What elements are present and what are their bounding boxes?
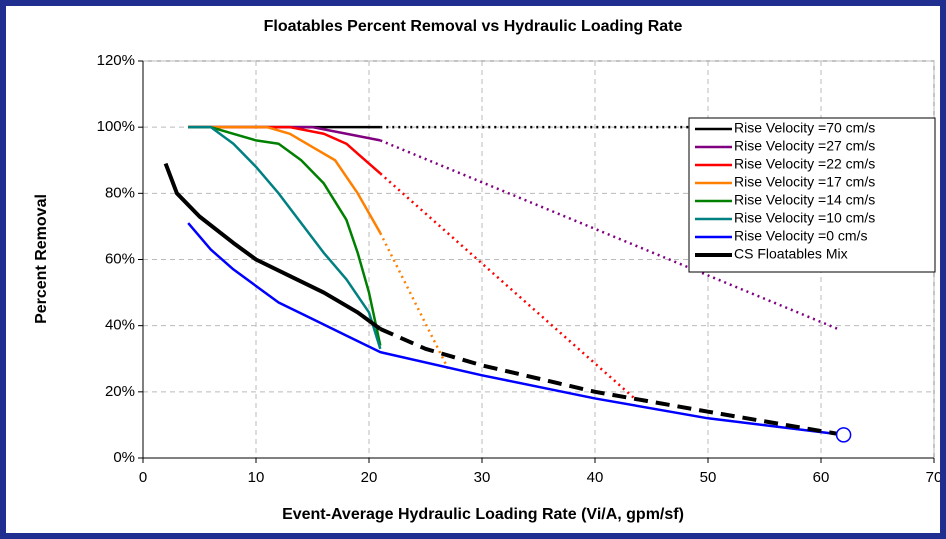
series-line: [188, 125, 382, 350]
series-line: [163, 162, 382, 331]
chart: Floatables Percent Removal vs Hydraulic …: [33, 18, 942, 523]
y-tick-label: 20%: [105, 383, 135, 400]
x-tick-label: 0: [139, 469, 147, 486]
x-tick-label: 10: [248, 469, 265, 486]
series-line: [187, 222, 844, 437]
x-tick-label: 20: [361, 469, 378, 486]
series-line: [188, 125, 382, 234]
y-axis-label: Percent Removal: [33, 194, 50, 324]
series-extension: [379, 327, 844, 437]
y-tick-label: 60%: [105, 250, 135, 267]
highlight-point: [835, 427, 852, 443]
y-tick-label: 120%: [97, 52, 135, 69]
chart-title: Floatables Percent Removal vs Hydraulic …: [264, 18, 683, 35]
y-tick-label: 80%: [105, 184, 135, 201]
legend-label: Rise Velocity =14 cm/s: [734, 192, 875, 208]
y-tick-label: 40%: [105, 317, 135, 334]
x-tick-label: 60: [813, 469, 830, 486]
series-line: [188, 125, 382, 175]
series-extension: [379, 172, 636, 400]
x-tick-label: 50: [700, 469, 717, 486]
y-tick-label: 0%: [113, 449, 135, 466]
legend-label: Rise Velocity =17 cm/s: [734, 174, 875, 190]
legend-label: Rise Velocity =70 cm/s: [734, 120, 875, 136]
x-tick-label: 40: [587, 469, 604, 486]
legend-label: Rise Velocity =22 cm/s: [734, 156, 875, 172]
legend-label: CS Floatables Mix: [734, 246, 848, 262]
legend-label: Rise Velocity =0 cm/s: [734, 228, 867, 244]
legend-label: Rise Velocity =10 cm/s: [734, 210, 875, 226]
legend-label: Rise Velocity =27 cm/s: [734, 138, 875, 154]
y-tick-label: 100%: [97, 118, 135, 135]
x-axis-label: Event-Average Hydraulic Loading Rate (Vi…: [282, 506, 684, 523]
series-line: [188, 125, 382, 346]
x-tick-label: 30: [474, 469, 491, 486]
legend: [688, 117, 936, 273]
series-extension: [379, 232, 450, 370]
x-tick-label: 70: [926, 469, 940, 486]
series-extension: [379, 139, 839, 331]
